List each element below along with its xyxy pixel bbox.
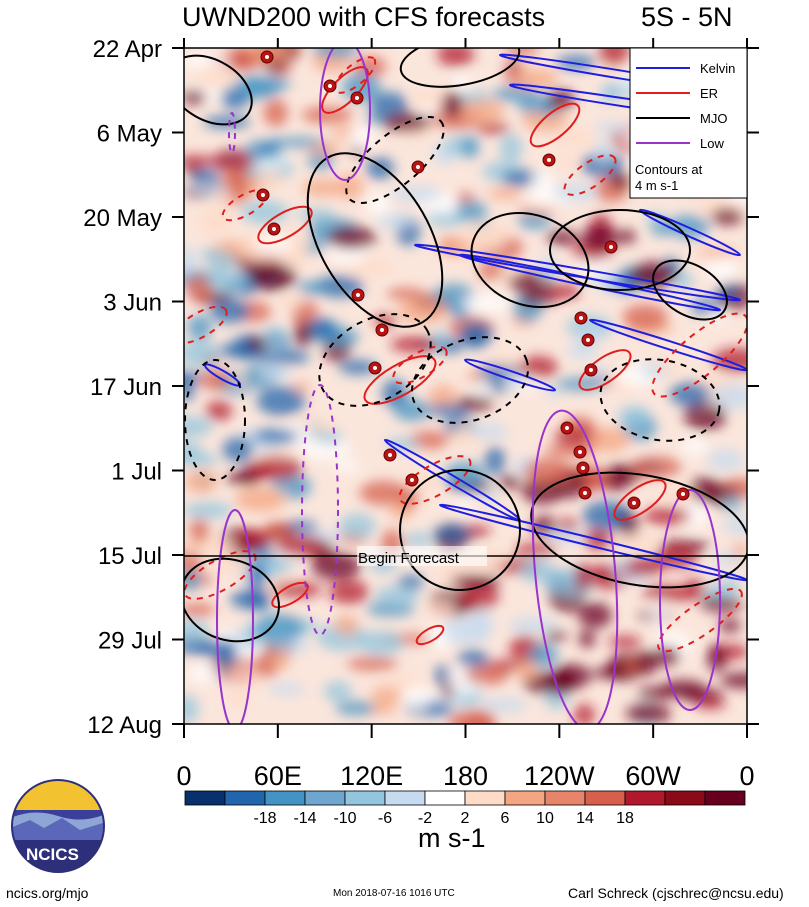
legend-note: Contours at bbox=[635, 162, 703, 177]
colorbar-cell bbox=[264, 790, 306, 806]
colorbar-cell bbox=[184, 790, 226, 806]
colorbar-label: -10 bbox=[333, 810, 356, 827]
colorbar-cell bbox=[504, 790, 546, 806]
region-label: 5S - 5N bbox=[641, 2, 733, 32]
y-tick-label: 12 Aug bbox=[87, 712, 162, 739]
colorbar-cell bbox=[624, 790, 666, 806]
x-tick-label: 60W bbox=[625, 761, 681, 791]
colorbar-units: m s-1 bbox=[418, 823, 486, 853]
y-axis: 22 Apr 6 May 20 May 3 Jun 17 Jun 1 Jul 15 Jul 2… bbox=[83, 36, 759, 739]
colorbar-cell bbox=[424, 790, 466, 806]
colorbar-label: 6 bbox=[501, 810, 510, 827]
x-tick-label: 0 bbox=[739, 761, 754, 791]
legend: Kelvin ER MJO Low Contours at4 m s-1 bbox=[629, 47, 748, 199]
ncics-logo bbox=[10, 778, 106, 874]
colorbar-cell bbox=[224, 790, 266, 806]
colorbar-cell bbox=[664, 790, 706, 806]
logo-text: NCICS bbox=[26, 845, 79, 864]
colorbar-cell bbox=[464, 790, 506, 806]
colorbar-cell bbox=[304, 790, 346, 806]
legend-box bbox=[629, 47, 748, 199]
x-tick-label: 120E bbox=[340, 761, 403, 791]
x-axis: 0 60E 120E 180 120W 60W 0 bbox=[176, 38, 755, 791]
colorbar-cell bbox=[384, 790, 426, 806]
legend-label: MJO bbox=[700, 111, 727, 126]
y-tick-label: 22 Apr bbox=[93, 36, 162, 63]
colorbar-label: 10 bbox=[536, 810, 554, 827]
x-tick-label: 0 bbox=[176, 761, 191, 791]
legend-label: ER bbox=[700, 86, 718, 101]
footer-url[interactable]: ncics.org/mjo bbox=[6, 885, 89, 901]
colorbar-cell bbox=[344, 790, 386, 806]
colorbar: -18 -14 -10 -6 -2 2 6 10 14 18 bbox=[184, 790, 746, 827]
colorbar-label: -14 bbox=[293, 810, 316, 827]
colorbar-cell bbox=[584, 790, 626, 806]
x-tick-label: 60E bbox=[254, 761, 302, 791]
colorbar-label: 18 bbox=[616, 810, 634, 827]
colorbar-label: -6 bbox=[378, 810, 392, 827]
colorbar-cell bbox=[704, 790, 746, 806]
colorbar-label: -18 bbox=[253, 810, 276, 827]
y-tick-label: 6 May bbox=[97, 121, 162, 148]
wave-contours bbox=[184, 48, 747, 724]
y-tick-label: 20 May bbox=[83, 205, 162, 232]
colorbar-label: -2 bbox=[418, 810, 432, 827]
legend-label: Low bbox=[700, 136, 724, 151]
y-tick-label: 3 Jun bbox=[103, 290, 162, 317]
forecast-label: Begin Forecast bbox=[358, 550, 460, 567]
legend-label: Kelvin bbox=[700, 61, 735, 76]
colorbar-label: 2 bbox=[461, 810, 470, 827]
footer-author: Carl Schreck (cjschrec@ncsu.edu) bbox=[568, 885, 784, 901]
colorbar-cell bbox=[544, 790, 586, 806]
footer-timestamp: Mon 2018-07-16 1016 UTC bbox=[333, 888, 455, 899]
y-tick-label: 1 Jul bbox=[111, 459, 162, 486]
chart-title: UWND200 with CFS forecasts bbox=[182, 2, 546, 32]
y-tick-label: 17 Jun bbox=[90, 374, 162, 401]
legend-note: 4 m s-1 bbox=[635, 178, 678, 193]
x-tick-label: 120W bbox=[524, 761, 595, 791]
y-tick-label: 29 Jul bbox=[98, 628, 162, 655]
y-tick-label: 15 Jul bbox=[98, 543, 162, 570]
x-tick-label: 180 bbox=[443, 761, 488, 791]
colorbar-label: 14 bbox=[576, 810, 594, 827]
